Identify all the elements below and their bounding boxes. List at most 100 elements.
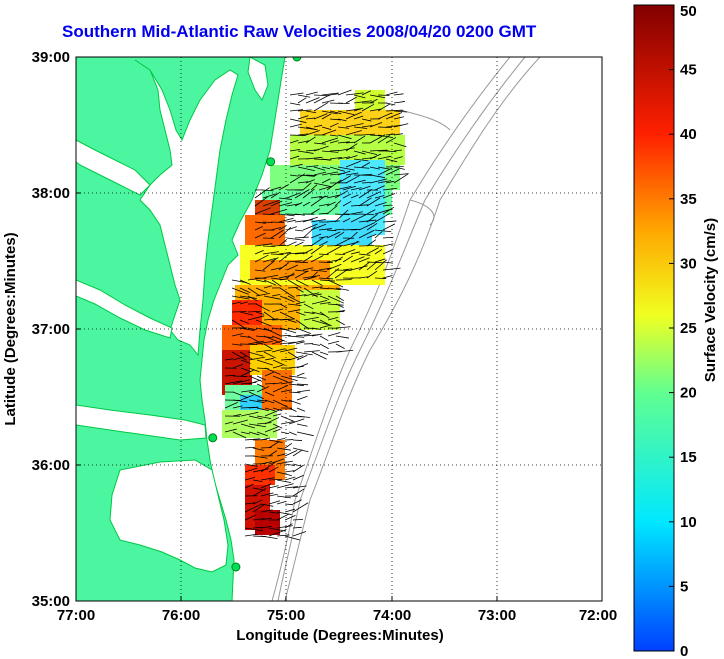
velocity-arrow: [240, 411, 259, 417]
velocity-arrow: [254, 269, 266, 272]
velocity-arrow: [287, 303, 302, 307]
velocity-arrow: [297, 94, 311, 98]
velocity-arrow: [232, 399, 248, 403]
velocity-arrow: [313, 145, 329, 152]
velocity-arrow: [337, 102, 350, 104]
velocity-arrow: [296, 354, 308, 361]
velocity-arrow: [369, 121, 383, 128]
velocity-arrow: [313, 171, 327, 176]
velocity-arrow: [276, 460, 293, 465]
velocity-arrow: [303, 276, 317, 281]
velocity-arrow: [310, 233, 322, 239]
velocity-arrow: [276, 438, 286, 441]
velocity-arrow: [240, 369, 255, 377]
velocity-arrow: [255, 303, 270, 312]
velocity-arrow: [321, 99, 335, 104]
velocity-arrow: [313, 124, 323, 128]
velocity-arrow: [279, 347, 298, 353]
velocity-arrow: [345, 111, 362, 120]
velocity-arrow: [358, 229, 375, 239]
velocity-arrow: [286, 237, 305, 241]
velocity-arrow: [231, 295, 250, 300]
velocity-arrow: [248, 367, 260, 373]
velocity-arrow: [302, 223, 318, 231]
velocity-arrow: [268, 466, 279, 473]
velocity-arrow: [337, 141, 350, 144]
velocity-arrow: [305, 91, 318, 96]
velocity-arrow: [305, 165, 319, 168]
velocity-arrow: [247, 287, 260, 297]
velocity-arrow: [278, 274, 295, 279]
velocity-arrow: [272, 399, 288, 408]
velocity-arrow: [296, 395, 308, 401]
velocity-arrow: [318, 236, 328, 239]
velocity-arrow: [244, 527, 263, 532]
velocity-arrow: [353, 135, 366, 144]
velocity-arrow: [369, 149, 388, 152]
velocity-arrow: [334, 237, 351, 247]
velocity-arrow: [272, 428, 281, 433]
velocity-arrow: [280, 415, 295, 422]
velocity-arrow: [335, 319, 345, 326]
velocity-arrow: [276, 534, 290, 537]
velocity-arrow: [303, 292, 320, 297]
velocity-arrow: [313, 102, 329, 112]
velocity-arrow: [310, 255, 324, 263]
velocity-arrow: [321, 166, 331, 170]
velocity-arrow: [366, 234, 377, 239]
velocity-arrow: [319, 287, 329, 290]
velocity-arrow: [256, 383, 265, 388]
velocity-arrow: [342, 185, 356, 191]
velocity-arrow: [264, 382, 275, 385]
velocity-arrow: [248, 399, 265, 404]
velocity-arrow: [329, 140, 339, 144]
velocity-arrow: [334, 185, 352, 191]
velocity-arrow: [326, 263, 342, 271]
velocity-arrow: [254, 226, 264, 231]
colorbar-tick-label: 10: [680, 514, 697, 531]
velocity-arrow: [270, 221, 284, 223]
velocity-arrow: [374, 277, 387, 279]
velocity-arrow: [303, 316, 319, 321]
velocity-arrow: [350, 231, 358, 239]
velocity-arrow: [292, 485, 307, 489]
velocity-arrow: [276, 479, 292, 484]
velocity-arrow: [327, 316, 339, 321]
velocity-arrow: [318, 261, 333, 264]
velocity-arrow: [297, 140, 310, 144]
velocity-arrow: [350, 214, 367, 223]
velocity-arrow: [270, 200, 283, 207]
velocity-arrow: [335, 303, 344, 309]
velocity-arrow: [280, 358, 291, 361]
velocity-arrow: [302, 248, 313, 255]
velocity-arrow: [369, 166, 380, 170]
velocity-arrow: [231, 319, 247, 330]
velocity-arrow: [232, 375, 248, 377]
velocity-arrow: [350, 265, 368, 271]
velocity-arrow: [353, 179, 366, 184]
velocity-arrow: [313, 142, 326, 145]
velocity-arrow: [353, 126, 368, 129]
velocity-arrow: [321, 150, 339, 153]
velocity-arrow: [292, 502, 309, 513]
velocity-arrow: [268, 511, 279, 514]
velocity-arrow: [232, 431, 247, 439]
velocity-arrow: [353, 94, 366, 99]
velocity-arrow: [232, 414, 242, 417]
velocity-arrow: [263, 311, 276, 321]
velocity-arrow: [263, 335, 280, 343]
velocity-arrow: [284, 442, 293, 449]
velocity-arrow: [303, 303, 314, 310]
velocity-arrow: [369, 98, 378, 104]
velocity-arrow: [393, 110, 408, 113]
velocity-arrow: [334, 213, 350, 216]
velocity-arrow: [334, 200, 342, 207]
y-tick-label: 37:00: [32, 321, 70, 338]
velocity-arrow: [278, 184, 289, 191]
velocity-arrow: [254, 249, 264, 255]
velocity-arrow: [284, 470, 295, 473]
velocity-arrow: [278, 252, 291, 255]
velocity-arrow: [224, 358, 234, 361]
velocity-arrow: [263, 343, 273, 350]
velocity-arrow: [239, 295, 257, 299]
